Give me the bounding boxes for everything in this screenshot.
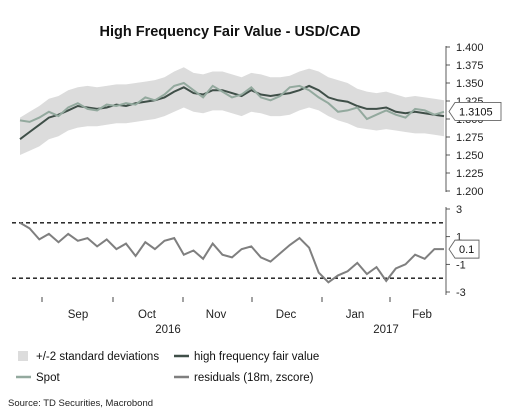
residuals-panel: 3 1 -1 -3 0.1 — [12, 204, 480, 299]
chart-title: High Frequency Fair Value - USD/CAD — [99, 24, 360, 40]
x-tick-label: Dec — [276, 309, 297, 321]
top-y-tick-label: 1.225 — [456, 168, 484, 180]
bottom-y-tick-label: -3 — [456, 287, 466, 299]
bottom-last-value-callout: 0.1 — [448, 239, 480, 259]
std-dev-band — [20, 67, 444, 155]
top-y-tick-label: 1.275 — [456, 132, 484, 144]
legend-label: +/-2 standard deviations — [36, 351, 159, 363]
x-tick-label: Jan — [346, 309, 365, 321]
top-y-tick-label: 1.400 — [456, 42, 484, 54]
x-tick-label: Oct — [138, 309, 157, 321]
x-tick-label: Sep — [68, 309, 88, 321]
source-note: Source: TD Securities, Macrobond — [8, 398, 153, 409]
top-y-tick-label: 1.350 — [456, 78, 484, 90]
legend-label: high frequency fair value — [194, 351, 319, 363]
top-y-tick-label: 1.250 — [456, 150, 484, 162]
legend-label: residuals (18m, zscore) — [194, 372, 314, 384]
x-year-label: 2017 — [373, 324, 399, 336]
legend-label: Spot — [36, 372, 60, 384]
bottom-y-tick-label: 1 — [456, 232, 462, 244]
series-line-residuals — [19, 221, 444, 284]
x-year-label: 2016 — [155, 324, 181, 336]
series-line-spot — [19, 81, 445, 123]
top-last-value-callout: 1.3105 — [448, 101, 502, 121]
fair-value-panel: 1.4001.3751.3501.3251.3001.2751.2501.225… — [19, 42, 502, 198]
x-tick-label: Feb — [412, 309, 432, 321]
bottom-y-tick-label: -1 — [456, 259, 466, 271]
legend-swatch-band — [18, 351, 28, 361]
top-y-tick-label: 1.200 — [456, 186, 484, 198]
bottom-y-axis: 3 1 -1 -3 — [446, 204, 466, 299]
top-y-tick-label: 1.375 — [456, 60, 484, 72]
bottom-y-tick-label: 3 — [456, 204, 462, 216]
x-axis: Sep Oct Nov Dec Jan Feb 2016 2017 — [41, 297, 432, 336]
x-tick-label: Nov — [206, 309, 227, 321]
legend: +/-2 standard deviations high frequency f… — [16, 351, 319, 384]
top-last-value-label: 1.3105 — [459, 106, 493, 118]
bottom-last-value-label: 0.1 — [459, 244, 474, 256]
series-line-high-frequency-fair-value — [19, 84, 445, 140]
